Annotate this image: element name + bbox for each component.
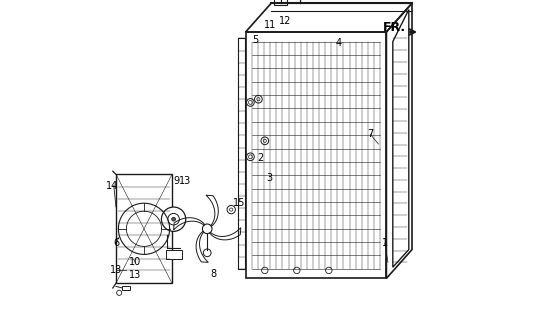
Circle shape [294, 267, 300, 274]
Bar [245, 32, 386, 278]
Text: 13: 13 [110, 265, 122, 276]
Circle shape [247, 99, 254, 106]
Text: 13: 13 [178, 176, 191, 186]
Circle shape [325, 267, 332, 274]
Circle shape [261, 137, 269, 145]
Bar [274, 0, 287, 5]
Text: 15: 15 [233, 198, 245, 208]
Bar [122, 286, 130, 290]
Text: 3: 3 [266, 172, 273, 183]
Text: 8: 8 [211, 268, 217, 279]
Circle shape [168, 213, 180, 225]
Circle shape [229, 208, 233, 211]
Text: 1: 1 [382, 238, 388, 248]
Text: 14: 14 [106, 180, 118, 191]
Circle shape [247, 153, 254, 161]
Text: 4: 4 [336, 38, 341, 48]
Circle shape [227, 205, 235, 214]
Text: 2: 2 [257, 153, 263, 164]
Circle shape [262, 267, 268, 274]
Text: 12: 12 [279, 16, 292, 26]
Circle shape [263, 139, 266, 142]
Text: 7: 7 [367, 129, 374, 140]
Circle shape [203, 224, 212, 234]
Circle shape [249, 100, 252, 104]
Circle shape [117, 290, 122, 295]
Bar [237, 38, 244, 269]
Circle shape [203, 249, 211, 257]
Circle shape [249, 155, 252, 159]
Text: FR.: FR. [383, 21, 406, 34]
Text: 9: 9 [174, 176, 180, 186]
Text: 10: 10 [129, 257, 142, 268]
Circle shape [161, 207, 186, 231]
Bar [166, 250, 182, 259]
Text: 11: 11 [264, 20, 277, 30]
Circle shape [257, 98, 260, 101]
Text: 13: 13 [129, 270, 142, 280]
Circle shape [172, 217, 175, 221]
Bar [116, 174, 172, 283]
Text: 6: 6 [113, 238, 119, 248]
Circle shape [255, 95, 262, 103]
Text: 5: 5 [252, 35, 258, 45]
